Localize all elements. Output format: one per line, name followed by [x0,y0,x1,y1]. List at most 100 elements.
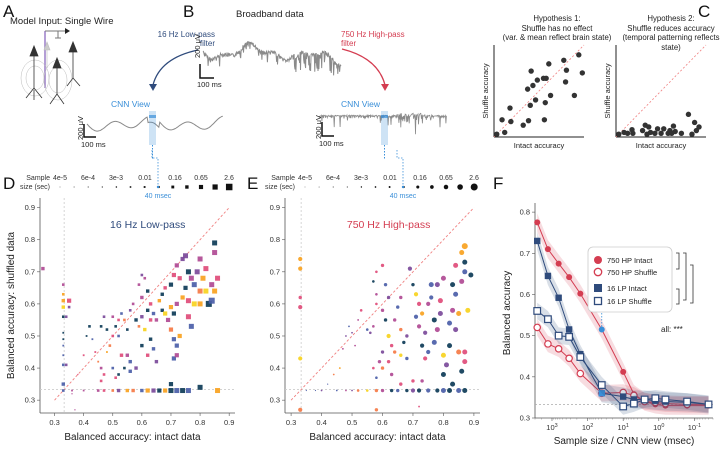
legend-label: 750 HP Intact [607,256,653,265]
data-point [157,388,162,393]
data-point [209,282,215,288]
data-point [126,328,129,331]
data-point [426,388,431,393]
size-marker [185,185,189,189]
data-point [413,314,419,319]
data-point [212,288,218,294]
data-point [508,118,514,125]
data-point [111,366,115,370]
data-point [91,338,94,341]
data-point [459,250,465,256]
data-point [341,347,344,350]
data-point [105,328,109,331]
data-point [163,286,167,290]
scale-v-broadband: 200 μV [193,34,202,58]
data-point [62,338,65,341]
data-point [185,388,191,394]
legend: 750 HP Intact 750 HP Shuffle 16 LP Intact 1… [587,246,673,313]
data-point [338,367,341,369]
data-point [431,339,437,345]
data-point [67,298,72,303]
data-point [298,295,302,300]
data-point [111,334,115,338]
data-point [143,327,147,332]
x-axis-label: Balanced accuracy: intact data [309,432,446,443]
data-point [576,369,585,378]
forty-msec-leader [151,150,159,187]
significance-brackets [676,252,694,305]
data-point [165,317,171,323]
sample-size-tick: 2.6 [224,175,234,182]
bracket [676,252,680,270]
data-point [405,334,409,338]
scale-bar-highpass [321,122,334,137]
data-point [407,266,413,271]
data-point [453,262,459,268]
sample-size-tick: 6e-4 [81,175,95,182]
data-point [357,319,360,321]
data-point [554,345,563,353]
data-point [465,307,471,313]
sample-size-tick: 0.65 [194,175,208,182]
data-point [576,52,582,58]
data-point [561,57,567,63]
data-point [140,273,144,277]
data-point [174,263,179,268]
data-point [462,269,468,275]
data-point [117,373,120,376]
panel-label-e: E [247,174,259,193]
data-point [140,295,144,300]
x-axis-label: Sample size / CNN view (msec) [554,436,695,447]
x-tick-label: 0.9 [469,418,479,427]
forty-msec-marker [401,185,405,189]
broadband-trace [202,41,342,76]
lowpass-trace [86,115,223,132]
data-point [689,131,695,137]
y-tick-label: 0.8 [25,235,35,244]
data-point [102,373,106,376]
legend-label: 750 HP Shuffle [607,268,657,277]
data-point [205,300,212,307]
x-tick-label: 103 [546,423,557,432]
forty-msec-leader [396,150,404,187]
data-point [183,253,189,259]
identity-line [493,44,585,138]
data-point [64,315,68,319]
data-point [447,388,453,394]
data-point [96,389,100,392]
data-point [447,320,453,326]
data-point [145,353,150,357]
data-point [102,389,106,392]
data-point [577,290,584,297]
data-point [534,77,541,83]
data-point [533,323,542,332]
data-point [494,131,500,137]
sample-size-tick: 2.6 [469,175,479,182]
size-marker [360,186,363,188]
data-point [171,311,176,316]
data-point [97,360,100,363]
forty-msec-label: 40 msec [145,193,172,200]
size-marker [374,186,377,188]
legend-label: 16 LP Intact [607,284,648,293]
legend-marker-icon [594,284,602,292]
data-point [434,282,440,288]
x-tick-label: 0.4 [316,418,326,427]
data-point [61,389,65,392]
scale-bar-broadband [199,64,214,79]
x-tick-label: 0.7 [408,418,418,427]
data-point [534,219,541,226]
legend-box [587,246,673,313]
x-axis-label: Balanced accuracy: intact data [64,432,201,443]
hypothesis-1-plot: Intact accuracy Shuffle accuracy [481,44,586,150]
size-marker [225,183,233,191]
data-point [555,260,562,267]
y-tick-label: 0.9 [25,203,35,212]
data-point [383,318,388,322]
data-point [456,349,462,355]
size-marker [457,184,463,190]
data-point [566,274,573,281]
data-point [499,117,505,123]
data-point [459,368,465,374]
data-point [305,389,307,392]
